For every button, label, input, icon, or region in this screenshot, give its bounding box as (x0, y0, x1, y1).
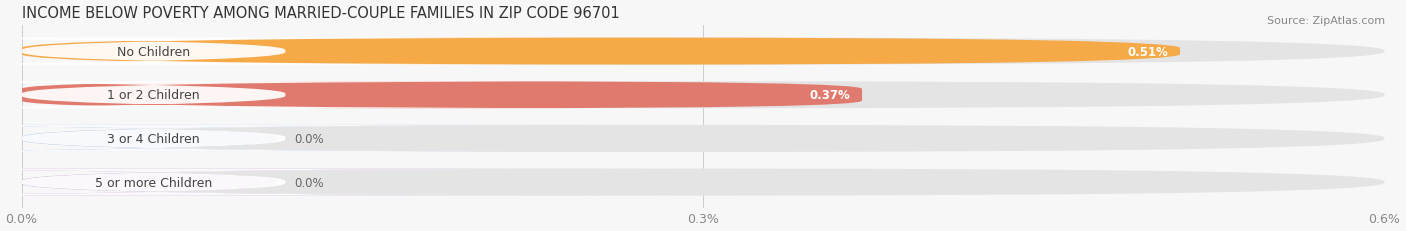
FancyBboxPatch shape (21, 38, 1180, 65)
Text: 0.51%: 0.51% (1128, 45, 1168, 58)
FancyBboxPatch shape (21, 82, 1385, 109)
Text: INCOME BELOW POVERTY AMONG MARRIED-COUPLE FAMILIES IN ZIP CODE 96701: INCOME BELOW POVERTY AMONG MARRIED-COUPL… (21, 6, 619, 21)
Text: 0.37%: 0.37% (810, 89, 851, 102)
Text: 5 or more Children: 5 or more Children (94, 176, 212, 189)
Text: 0.0%: 0.0% (295, 176, 325, 189)
FancyBboxPatch shape (21, 82, 862, 109)
FancyBboxPatch shape (0, 169, 669, 196)
Text: No Children: No Children (117, 45, 190, 58)
FancyBboxPatch shape (21, 125, 1385, 152)
Text: 0.0%: 0.0% (295, 132, 325, 145)
Text: Source: ZipAtlas.com: Source: ZipAtlas.com (1267, 16, 1385, 26)
FancyBboxPatch shape (0, 38, 669, 65)
Text: 3 or 4 Children: 3 or 4 Children (107, 132, 200, 145)
FancyBboxPatch shape (21, 38, 1385, 65)
Text: 1 or 2 Children: 1 or 2 Children (107, 89, 200, 102)
FancyBboxPatch shape (21, 169, 1385, 196)
FancyBboxPatch shape (0, 125, 655, 152)
FancyBboxPatch shape (0, 169, 655, 196)
FancyBboxPatch shape (0, 82, 669, 109)
FancyBboxPatch shape (0, 125, 669, 152)
